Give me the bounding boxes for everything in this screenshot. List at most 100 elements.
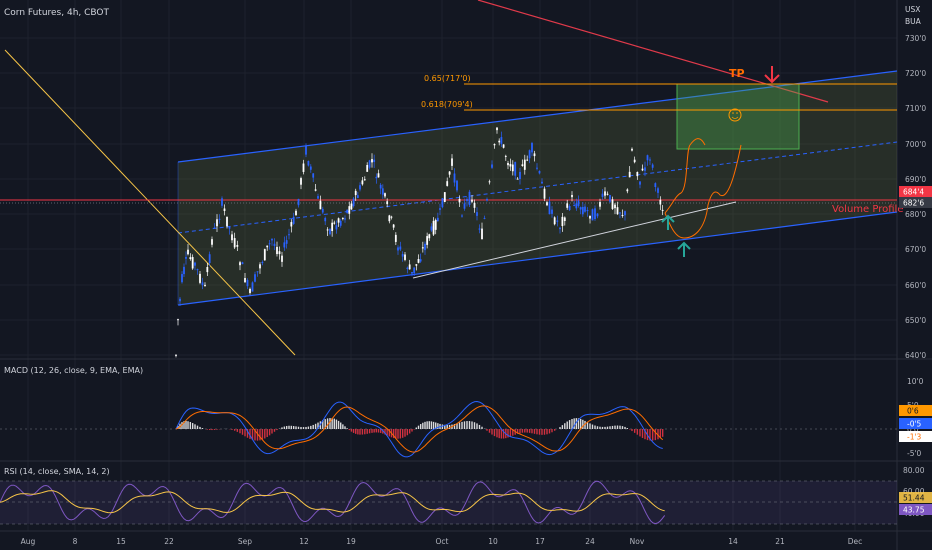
candle-body[interactable]	[285, 240, 288, 244]
candle-body[interactable]	[424, 243, 426, 251]
candle-body[interactable]	[571, 194, 573, 198]
candle-body[interactable]	[394, 234, 397, 242]
candle-body[interactable]	[511, 164, 514, 172]
candle-body[interactable]	[426, 236, 429, 245]
candle-body[interactable]	[406, 267, 409, 269]
candle-body[interactable]	[356, 195, 359, 198]
time-axis[interactable]: Aug 8 15 22 Sep 12 19 Oct 10 17 24 Nov 14 21 Dec	[21, 537, 863, 546]
candle-body[interactable]	[216, 219, 218, 227]
signal-line[interactable]	[175, 405, 664, 453]
channel-upper-line[interactable]	[177, 70, 898, 163]
candle-body[interactable]	[361, 180, 364, 185]
support-trend-line[interactable]	[412, 201, 737, 279]
candle-body[interactable]	[363, 179, 366, 181]
candle-body[interactable]	[507, 162, 509, 166]
candle-body[interactable]	[300, 178, 302, 185]
smiley-icon[interactable]	[728, 108, 742, 122]
candle-body[interactable]	[251, 282, 254, 292]
candle-body[interactable]	[268, 243, 271, 245]
candle-body[interactable]	[616, 207, 619, 215]
candle-body[interactable]	[390, 216, 393, 218]
candle-body[interactable]	[337, 218, 340, 223]
projection-path[interactable]	[664, 138, 742, 239]
candle-body[interactable]	[631, 148, 633, 151]
arrow-up-icon[interactable]	[677, 241, 691, 257]
candle-body[interactable]	[633, 159, 636, 163]
candle-body[interactable]	[379, 184, 382, 189]
candle-body[interactable]	[561, 216, 564, 227]
candle-body[interactable]	[373, 159, 376, 163]
candle-body[interactable]	[261, 261, 264, 264]
candle-body[interactable]	[659, 199, 662, 205]
candle-body[interactable]	[451, 158, 453, 166]
candle-body[interactable]	[366, 165, 369, 172]
candle-body[interactable]	[350, 203, 353, 210]
candle-body[interactable]	[177, 319, 179, 321]
candle-body[interactable]	[375, 176, 378, 179]
candle-body[interactable]	[417, 259, 420, 263]
candle-body[interactable]	[619, 212, 621, 214]
candle-body[interactable]	[321, 208, 324, 213]
candle-body[interactable]	[599, 202, 601, 207]
candle-body[interactable]	[644, 167, 646, 171]
candle-body[interactable]	[573, 204, 576, 206]
candle-body[interactable]	[581, 206, 584, 215]
candle-body[interactable]	[314, 189, 317, 191]
candle-body[interactable]	[626, 189, 629, 192]
candle-body[interactable]	[621, 215, 624, 217]
candle-body[interactable]	[411, 271, 413, 274]
candle-body[interactable]	[463, 203, 466, 209]
channel-middle-line[interactable]	[177, 141, 898, 234]
macd-histogram[interactable]	[177, 418, 664, 441]
candle-body[interactable]	[324, 217, 327, 222]
candle-body[interactable]	[404, 254, 406, 260]
candle-body[interactable]	[399, 246, 402, 250]
candle-body[interactable]	[502, 144, 505, 148]
candle-body[interactable]	[614, 204, 616, 209]
candle-body[interactable]	[639, 181, 641, 185]
descending-resistance-line[interactable]	[477, 0, 829, 103]
candle-body[interactable]	[526, 159, 529, 161]
candle-body[interactable]	[516, 178, 519, 180]
candle-body[interactable]	[636, 172, 639, 177]
candle-body[interactable]	[533, 153, 536, 157]
candle-body[interactable]	[483, 217, 486, 219]
candle-body[interactable]	[266, 245, 269, 248]
candle-body[interactable]	[551, 209, 553, 214]
candle-body[interactable]	[624, 211, 626, 216]
candle-body[interactable]	[577, 200, 580, 206]
candle-body[interactable]	[305, 145, 307, 155]
candle-body[interactable]	[419, 259, 422, 262]
candle-body[interactable]	[609, 194, 611, 202]
candle-body[interactable]	[458, 198, 461, 203]
candle-body[interactable]	[348, 206, 351, 214]
candle-body[interactable]	[471, 199, 473, 202]
candle-body[interactable]	[208, 254, 211, 264]
candle-body[interactable]	[453, 173, 456, 183]
candle-body[interactable]	[231, 234, 233, 241]
candle-body[interactable]	[553, 217, 556, 225]
candle-body[interactable]	[496, 127, 498, 131]
candle-body[interactable]	[434, 219, 437, 230]
candle-body[interactable]	[657, 188, 659, 193]
rsi-ma-line[interactable]	[0, 490, 665, 514]
candle-body[interactable]	[236, 245, 239, 247]
yellow-trend-line[interactable]	[4, 49, 296, 356]
candle-body[interactable]	[319, 200, 322, 210]
candle-body[interactable]	[297, 198, 300, 206]
macd-line[interactable]	[175, 400, 663, 458]
candle-body[interactable]	[302, 163, 305, 172]
candle-body[interactable]	[213, 227, 216, 229]
candle-body[interactable]	[346, 209, 349, 213]
candle-body[interactable]	[536, 167, 538, 169]
candle-body[interactable]	[392, 224, 395, 228]
candle-body[interactable]	[377, 173, 380, 178]
candle-body[interactable]	[381, 188, 384, 195]
candle-body[interactable]	[584, 206, 586, 212]
candle-body[interactable]	[201, 282, 204, 286]
candle-body[interactable]	[244, 278, 246, 283]
candle-body[interactable]	[221, 198, 223, 206]
candle-body[interactable]	[199, 273, 201, 283]
candle-body[interactable]	[504, 155, 507, 157]
